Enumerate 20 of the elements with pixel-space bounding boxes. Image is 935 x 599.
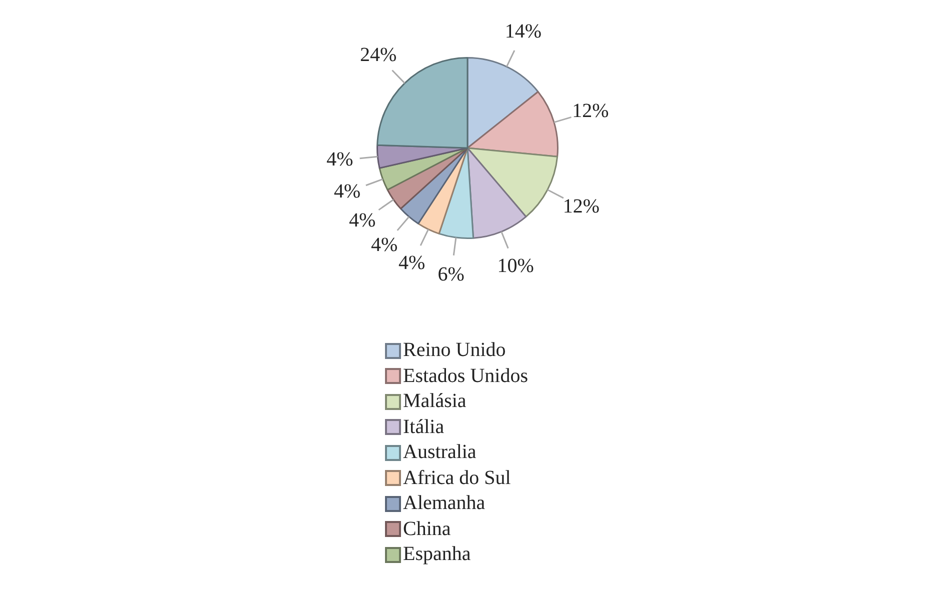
legend-label: Itália — [403, 416, 444, 439]
legend-label: Espanha — [403, 543, 471, 566]
data-label: 12% — [572, 100, 609, 122]
data-label: 6% — [438, 263, 464, 286]
legend-label: Malásia — [403, 390, 466, 414]
legend-label: China — [403, 518, 451, 541]
legend-label: Estados Unidos — [403, 364, 528, 388]
data-label: 4% — [348, 210, 376, 232]
legend-label: Reino Unido — [403, 339, 506, 362]
legend-label: Australia — [403, 441, 476, 464]
data-label: 10% — [497, 255, 534, 278]
data-label: 12% — [562, 196, 600, 218]
data-label: 4% — [371, 234, 398, 256]
data-label: 24% — [360, 44, 397, 66]
data-label: 4% — [326, 148, 354, 171]
data-label: 4% — [334, 180, 360, 203]
data-label: 14% — [504, 20, 542, 43]
legend-label: Africa do Sul — [403, 466, 511, 490]
legend-label: Alemanha — [403, 492, 486, 516]
data-label: 4% — [398, 252, 426, 274]
